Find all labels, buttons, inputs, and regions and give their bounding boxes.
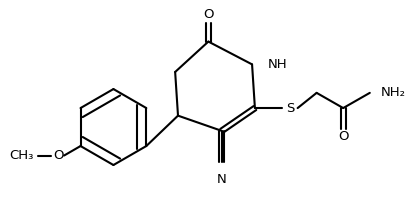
Text: NH: NH: [267, 58, 287, 71]
Text: N: N: [217, 173, 226, 186]
Text: S: S: [286, 102, 294, 114]
Text: O: O: [53, 149, 64, 162]
Text: NH₂: NH₂: [381, 86, 406, 99]
Text: O: O: [203, 9, 214, 22]
Text: CH₃: CH₃: [9, 149, 34, 162]
Text: O: O: [338, 130, 348, 143]
